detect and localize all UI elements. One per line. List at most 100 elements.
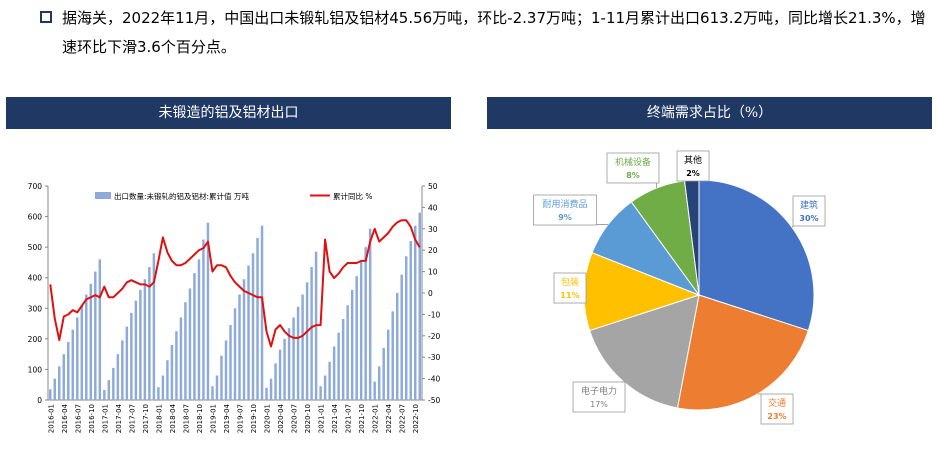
right-y-tick-label: 0 <box>428 289 433 298</box>
bar-2019-11 <box>256 237 259 400</box>
x-tick-label: 2017-04 <box>115 403 123 433</box>
left-y-tick-label: 600 <box>28 213 43 222</box>
x-tick-label: 2016-04 <box>61 403 69 433</box>
pie-label-value: 11% <box>560 291 579 300</box>
bar-2021-04 <box>332 346 336 400</box>
bar-2017-10 <box>143 279 147 400</box>
bar-2022-04 <box>386 329 390 400</box>
bar-2016-07 <box>76 317 79 400</box>
right-y-tick-label: -30 <box>428 353 440 362</box>
pie-slice-交通 <box>676 294 810 411</box>
yoy-growth-line <box>49 219 421 348</box>
bar-2016-01 <box>49 389 52 400</box>
bar-2018-11 <box>202 239 205 400</box>
bar-2022-06 <box>395 293 399 400</box>
x-tick-label: 2019-10 <box>250 404 258 433</box>
x-tick-label: 2017-07 <box>128 404 136 433</box>
bar-2020-02 <box>269 378 273 400</box>
end-demand-pie-chart: 建筑 30% 交通 23% 电子电力 17% 包装 11% 耐用消费品 9% 机械设备 8% 其他 2% <box>533 150 826 425</box>
bar-2017-09 <box>139 289 142 400</box>
pie-slice-建筑 <box>698 179 815 332</box>
pie-label-box <box>676 150 710 182</box>
bar-2016-03 <box>58 366 61 400</box>
x-tick-label: 2020-04 <box>277 403 285 433</box>
bar-2017-05 <box>121 340 124 400</box>
pie-label-value: 17% <box>590 400 608 409</box>
bar-2021-06 <box>341 318 345 400</box>
bar-2017-02 <box>107 380 111 400</box>
bar-2017-08 <box>134 300 138 400</box>
bar-2021-09 <box>355 276 358 400</box>
left-y-tick-label: 300 <box>28 304 43 313</box>
bar-2018-10 <box>197 259 201 400</box>
bar-2020-07 <box>292 317 295 400</box>
bar-2021-07 <box>346 305 349 400</box>
bar-2021-08 <box>350 289 354 400</box>
bar-2016-04 <box>62 354 66 400</box>
bar-2019-10 <box>251 253 255 400</box>
x-tick-label: 2022-04 <box>385 403 393 433</box>
pie-label-value: 2% <box>686 169 700 178</box>
bar-2021-11 <box>364 247 367 400</box>
right-y-tick-label: 20 <box>428 246 438 255</box>
bar-2018-08 <box>188 288 192 400</box>
bar-2016-11 <box>94 271 97 400</box>
bar-2016-02 <box>53 378 56 400</box>
pie-label-box <box>760 393 794 425</box>
bar-2021-05 <box>337 332 340 400</box>
bar-2020-05 <box>283 338 286 400</box>
left-y-tick-label: 400 <box>28 274 43 283</box>
bar-2021-01 <box>319 386 322 400</box>
right-y-tick-label: -10 <box>428 310 440 319</box>
export-bar-line-chart: 0 100 200 300 400 500 600 700 -50 -40 -30 -20 -10 0 10… <box>28 182 441 433</box>
x-tick-label: 2021-01 <box>318 404 326 433</box>
x-tick-label: 2020-01 <box>264 404 272 433</box>
pie-label-value: 23% <box>767 412 786 421</box>
bar-2019-04 <box>224 340 228 400</box>
left-y-tick-label: 200 <box>28 335 43 344</box>
bar-2016-12 <box>98 259 102 400</box>
bar-2016-09 <box>85 294 88 400</box>
bar-2021-02 <box>323 375 327 400</box>
pie-label-box <box>553 272 587 304</box>
x-tick-label: 2018-07 <box>182 404 190 433</box>
bar-2021-12 <box>368 228 372 400</box>
bar-2022-01 <box>373 381 376 400</box>
bar-2017-06 <box>125 326 129 400</box>
bar-2016-05 <box>67 341 70 400</box>
x-tick-label: 2022-01 <box>372 404 380 433</box>
bar-2022-10 <box>414 225 417 400</box>
bar-2018-05 <box>175 331 178 400</box>
bar-2019-01 <box>211 386 214 400</box>
bar-2022-08 <box>404 256 408 400</box>
pie-label-value: 9% <box>558 213 572 222</box>
pie-label-box <box>572 381 626 413</box>
left-y-tick-label: 500 <box>28 243 43 252</box>
bar-2017-03 <box>112 367 115 400</box>
summary-bullet: 据海关，2022年11月，中国出口未锻轧铝及铝材45.56万吨，环比-2.37万… <box>40 4 930 62</box>
x-tick-label: 2021-07 <box>345 404 353 433</box>
pie-label-box <box>533 194 597 226</box>
bar-2017-07 <box>130 312 133 400</box>
x-tick-label: 2017-10 <box>142 404 150 433</box>
bar-2022-09 <box>409 241 412 400</box>
bar-2019-07 <box>238 294 241 400</box>
pie-label-value: 30% <box>799 214 818 223</box>
bar-2018-07 <box>184 302 187 400</box>
x-tick-label: 2021-04 <box>331 403 339 433</box>
bar-2017-12 <box>152 253 156 400</box>
right-y-tick-label: 30 <box>428 225 438 234</box>
legend-bar-swatch <box>95 192 111 199</box>
bar-2022-11 <box>418 212 421 400</box>
pie-label-name: 交通 <box>768 397 786 409</box>
x-tick-label: 2016-07 <box>74 404 82 433</box>
bar-2018-04 <box>170 344 174 400</box>
bar-2016-10 <box>89 283 93 400</box>
left-y-tick-label: 100 <box>28 365 43 374</box>
bar-2019-06 <box>233 308 237 400</box>
right-y-tick-label: -20 <box>428 332 440 341</box>
x-tick-label: 2017-01 <box>101 404 109 433</box>
bar-2021-10 <box>359 260 363 400</box>
pie-label-name: 电子电力 <box>581 385 617 397</box>
right-y-tick-label: -40 <box>428 375 440 384</box>
